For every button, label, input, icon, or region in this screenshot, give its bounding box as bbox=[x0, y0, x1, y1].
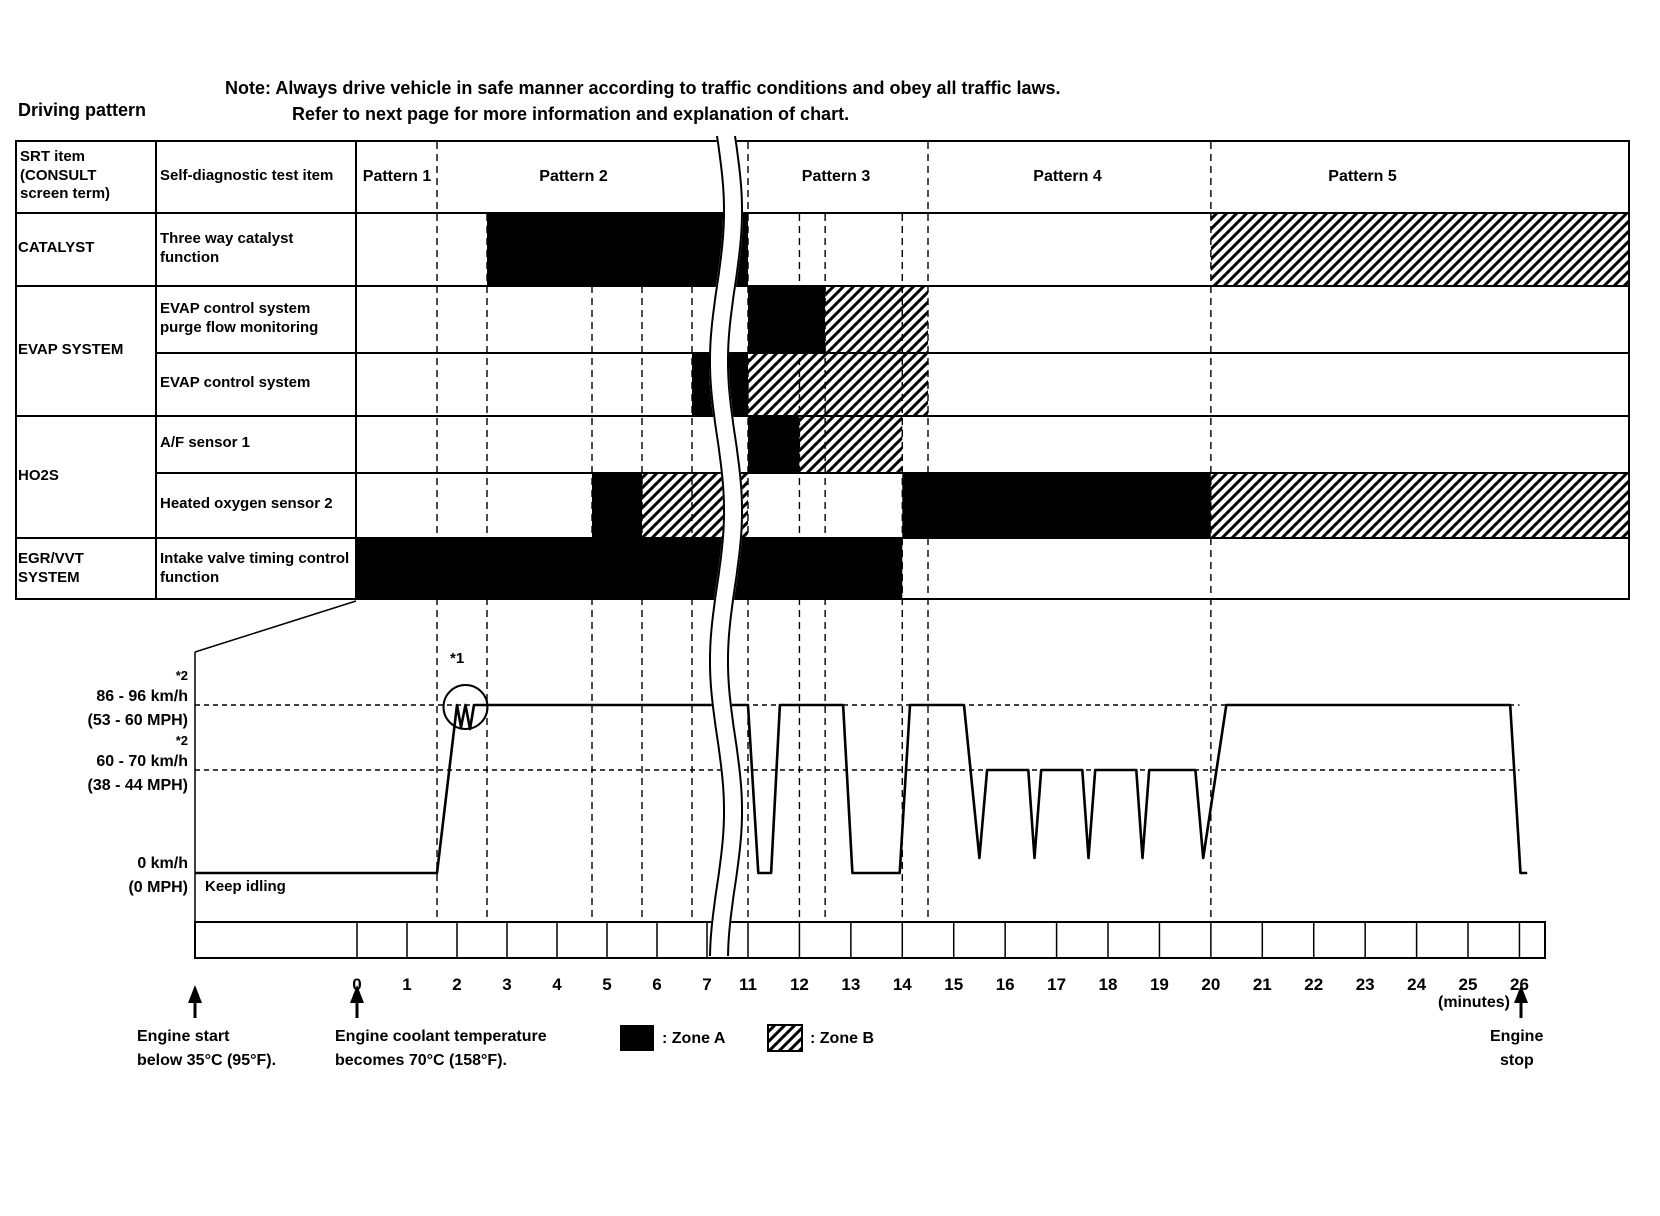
x-tick-label: 23 bbox=[1356, 975, 1375, 994]
table-col-divider-1 bbox=[155, 140, 157, 600]
x-tick-label: 2 bbox=[452, 975, 461, 994]
test-item-heated-o2-sensor-2: Heated oxygen sensor 2 bbox=[160, 495, 333, 513]
x-tick-label: 13 bbox=[841, 975, 860, 994]
table-row-line-3 bbox=[15, 415, 1630, 417]
zero-speed-label: 0 km/h bbox=[137, 855, 188, 872]
zone-a-bar-heated-oxygen-sensor-2 bbox=[902, 474, 1211, 537]
x-tick-label: 14 bbox=[893, 975, 912, 994]
pattern-4-label: Pattern 4 bbox=[1033, 168, 1102, 185]
table-row-line-4 bbox=[155, 472, 1630, 474]
group-label-egr-vvt: EGR/VVT SYSTEM bbox=[18, 549, 84, 586]
x-tick-label: 4 bbox=[552, 975, 562, 994]
engine-start-line-2: below 35°C (95°F). bbox=[137, 1052, 277, 1069]
x-tick-label: 0 bbox=[352, 975, 361, 994]
axis-break-mask bbox=[709, 134, 743, 957]
x-tick-label: 22 bbox=[1304, 975, 1323, 994]
group-label-catalyst: CATALYST bbox=[18, 239, 95, 257]
axis-break-line-right bbox=[727, 135, 743, 957]
srt-table-frame bbox=[15, 140, 1630, 600]
keep-idling-label: Keep idling bbox=[205, 878, 286, 895]
note-line-1: Note: Always drive vehicle in safe manne… bbox=[225, 78, 1061, 98]
test-item-evap-control: EVAP control system bbox=[160, 374, 311, 392]
group-label-ho2s: HO2S bbox=[18, 466, 59, 484]
high-speed-label: 86 - 96 km/h bbox=[96, 688, 188, 705]
engine-stop-line-2: stop bbox=[1500, 1052, 1534, 1069]
page-title: Driving pattern bbox=[18, 100, 147, 120]
x-tick-label: 5 bbox=[602, 975, 611, 994]
annotation-1-circle bbox=[442, 684, 489, 730]
x-tick-label: 24 bbox=[1407, 975, 1426, 994]
x-tick-label: 21 bbox=[1253, 975, 1272, 994]
x-tick-label: 12 bbox=[790, 975, 809, 994]
x-tick-label: 7 bbox=[702, 975, 711, 994]
note-line-2: Refer to next page for more information … bbox=[292, 104, 850, 124]
zone-b-bar-evap-control-system bbox=[748, 354, 929, 415]
legend-zone-a-label: : Zone A bbox=[662, 1030, 726, 1047]
table-graph-connector bbox=[194, 600, 357, 653]
x-tick-label: 1 bbox=[402, 975, 411, 994]
x-tick-label: 17 bbox=[1047, 975, 1066, 994]
test-item-three-way-catalyst: Three way catalyst function bbox=[160, 229, 294, 266]
minutes-unit-label: (minutes) bbox=[1438, 994, 1510, 1011]
time-scale-band bbox=[194, 921, 1546, 959]
engine-stop-line-1: Engine bbox=[1490, 1028, 1544, 1045]
coolant-temp-arrow-head bbox=[350, 985, 364, 1003]
mid-speed-label: 60 - 70 km/h bbox=[96, 753, 188, 770]
coolant-temp-line-2: becomes 70°C (158°F). bbox=[335, 1052, 507, 1069]
x-tick-label: 3 bbox=[502, 975, 511, 994]
x-tick-label: 26 bbox=[1510, 975, 1529, 994]
high-speed-footnote: *2 bbox=[175, 668, 188, 683]
engine-stop-arrow-head bbox=[1514, 985, 1528, 1003]
zone-a-bar-three-way-catalyst-function bbox=[487, 214, 748, 285]
srt-item-header: SRT item (CONSULT screen term) bbox=[20, 147, 111, 203]
test-item-intake-valve-timing: Intake valve timing control function bbox=[160, 549, 350, 586]
group-label-evap-system: EVAP SYSTEM bbox=[18, 340, 124, 358]
pattern-3-label: Pattern 3 bbox=[801, 168, 871, 185]
pattern-2-label: Pattern 2 bbox=[539, 168, 608, 185]
zone-b-bar-af-sensor-1 bbox=[799, 417, 903, 472]
x-tick-label: 11 bbox=[739, 975, 757, 994]
pattern-1-label: Pattern 1 bbox=[362, 168, 432, 185]
high-speed-sublabel: (53 - 60 MPH) bbox=[87, 712, 188, 729]
zone-a-bar-evap-purge-flow-monitoring bbox=[748, 287, 826, 352]
table-row-line-5 bbox=[15, 537, 1630, 539]
x-tick-label: 25 bbox=[1459, 975, 1478, 994]
test-item-header: Self-diagnostic test item bbox=[160, 166, 334, 184]
zone-b-bar-three-way-catalyst-function bbox=[1210, 214, 1628, 285]
engine-start-line-1: Engine start bbox=[137, 1028, 230, 1045]
zone-b-bar-evap-purge-flow-monitoring bbox=[825, 287, 929, 352]
zone-a-bar-af-sensor-1 bbox=[748, 417, 800, 472]
table-row-line-1 bbox=[15, 285, 1630, 287]
x-tick-label: 16 bbox=[996, 975, 1015, 994]
annotation-1-label: *1 bbox=[450, 650, 465, 667]
zone-a-swatch bbox=[620, 1025, 654, 1051]
x-tick-label: 15 bbox=[944, 975, 963, 994]
zone-b-swatch bbox=[767, 1024, 803, 1052]
pattern-5-label: Pattern 5 bbox=[1328, 168, 1397, 185]
speed-curve bbox=[195, 703, 1528, 875]
coolant-temp-line-1: Engine coolant temperature bbox=[335, 1028, 547, 1045]
axis-break-line-left bbox=[709, 135, 725, 957]
x-tick-label: 20 bbox=[1201, 975, 1220, 994]
zone-a-bar-intake-valve-timing-control bbox=[357, 539, 903, 598]
table-row-line-header bbox=[15, 212, 1630, 214]
mid-speed-sublabel: (38 - 44 MPH) bbox=[87, 777, 188, 794]
zone-b-bar-heated-oxygen-sensor-2 bbox=[1210, 474, 1628, 537]
zero-speed-sublabel: (0 MPH) bbox=[128, 879, 188, 896]
table-row-line-2 bbox=[155, 352, 1630, 354]
test-item-af-sensor-1: A/F sensor 1 bbox=[160, 434, 251, 452]
x-tick-label: 6 bbox=[652, 975, 661, 994]
engine-start-arrow-head bbox=[188, 985, 202, 1003]
table-col-divider-2 bbox=[355, 140, 357, 600]
x-tick-label: 18 bbox=[1099, 975, 1118, 994]
zone-a-bar-heated-oxygen-sensor-2 bbox=[592, 474, 642, 537]
legend-zone-b-label: : Zone B bbox=[810, 1030, 874, 1047]
mid-speed-footnote: *2 bbox=[175, 733, 188, 748]
x-tick-label: 19 bbox=[1150, 975, 1169, 994]
test-item-evap-purge-flow: EVAP control system purge flow monitorin… bbox=[160, 299, 319, 336]
